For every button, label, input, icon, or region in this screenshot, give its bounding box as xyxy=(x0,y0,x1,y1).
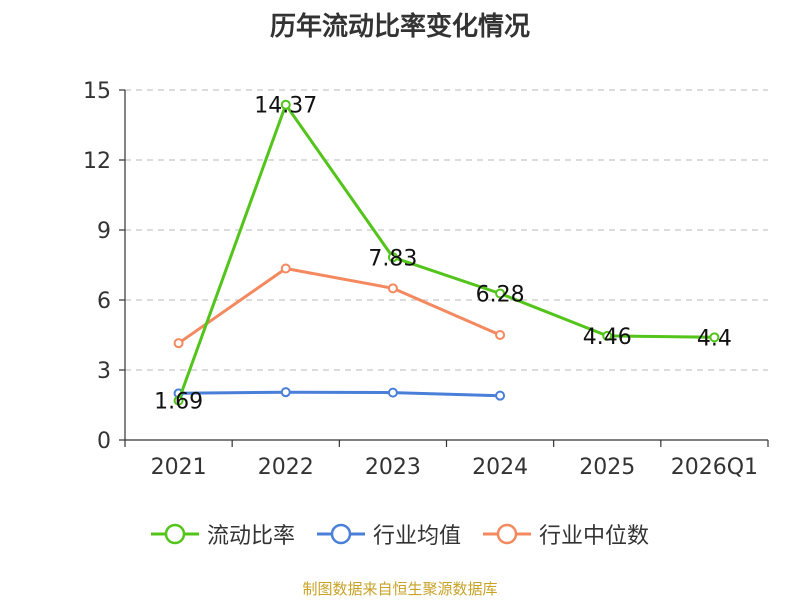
series-1-point xyxy=(387,387,398,398)
series-2-point xyxy=(173,338,184,349)
axes: 0 3 6 9 12 15 2021 2022 2023 2024 2025 2026Q1 xyxy=(83,79,769,480)
legend-label: 流动比率 xyxy=(206,524,295,549)
data-label: 4.4 xyxy=(697,326,732,351)
x-tick-label: 2025 xyxy=(579,455,635,480)
x-tick-label: 2021 xyxy=(151,455,207,480)
legend-label: 行业均值 xyxy=(372,524,461,549)
x-tick-label: 2024 xyxy=(472,455,528,480)
series-0-point xyxy=(280,99,291,110)
series-line-2 xyxy=(177,267,501,345)
data-labels: 1.69 14.37 7.83 6.28 4.46 4.4 xyxy=(154,94,732,415)
source-note: 制图数据来自恒生聚源数据库 xyxy=(302,580,498,598)
legend-item-2[interactable]: 行业中位数 xyxy=(483,518,649,550)
legend-item-0[interactable]: 流动比率 xyxy=(150,518,295,550)
legend-swatch-icon xyxy=(483,523,531,545)
series-line-0 xyxy=(177,103,715,402)
series-1-point xyxy=(495,390,506,401)
chart-title: 历年流动比率变化情况 xyxy=(269,12,530,42)
legend-swatch-icon xyxy=(316,523,365,545)
data-label: 7.83 xyxy=(368,246,417,271)
x-tick-label: 2022 xyxy=(258,455,314,480)
series-2-point xyxy=(280,263,291,274)
grid-lines xyxy=(125,89,768,371)
legend: 流动比率 行业均值 行业中位数 xyxy=(0,518,800,550)
data-label: 6.28 xyxy=(476,282,525,307)
series-2-point xyxy=(495,330,506,340)
series-0-point xyxy=(495,288,506,299)
series-1-point xyxy=(280,387,291,398)
series-0-point xyxy=(387,252,398,263)
data-label: 14.37 xyxy=(254,94,317,119)
y-tick-label: 15 xyxy=(83,79,111,104)
y-tick-label: 6 xyxy=(97,289,111,314)
series-0-point xyxy=(709,332,720,343)
x-tick-label: 2023 xyxy=(365,455,421,480)
series-0-point xyxy=(602,330,613,341)
y-tick-label: 3 xyxy=(97,359,111,384)
series-0-point xyxy=(173,395,184,406)
series-2-point xyxy=(387,283,398,294)
legend-label: 行业中位数 xyxy=(539,524,650,549)
y-tick-label: 12 xyxy=(83,149,111,174)
legend-item-1[interactable]: 行业均值 xyxy=(316,518,461,550)
y-tick-label: 0 xyxy=(97,429,111,454)
y-tick-label: 9 xyxy=(97,219,111,244)
series-line-1 xyxy=(178,390,501,398)
x-tick-label: 2026Q1 xyxy=(671,455,758,480)
legend-swatch-icon xyxy=(150,523,199,545)
data-label: 4.46 xyxy=(583,325,632,350)
series-lines xyxy=(173,99,720,406)
data-label: 1.69 xyxy=(154,390,203,415)
